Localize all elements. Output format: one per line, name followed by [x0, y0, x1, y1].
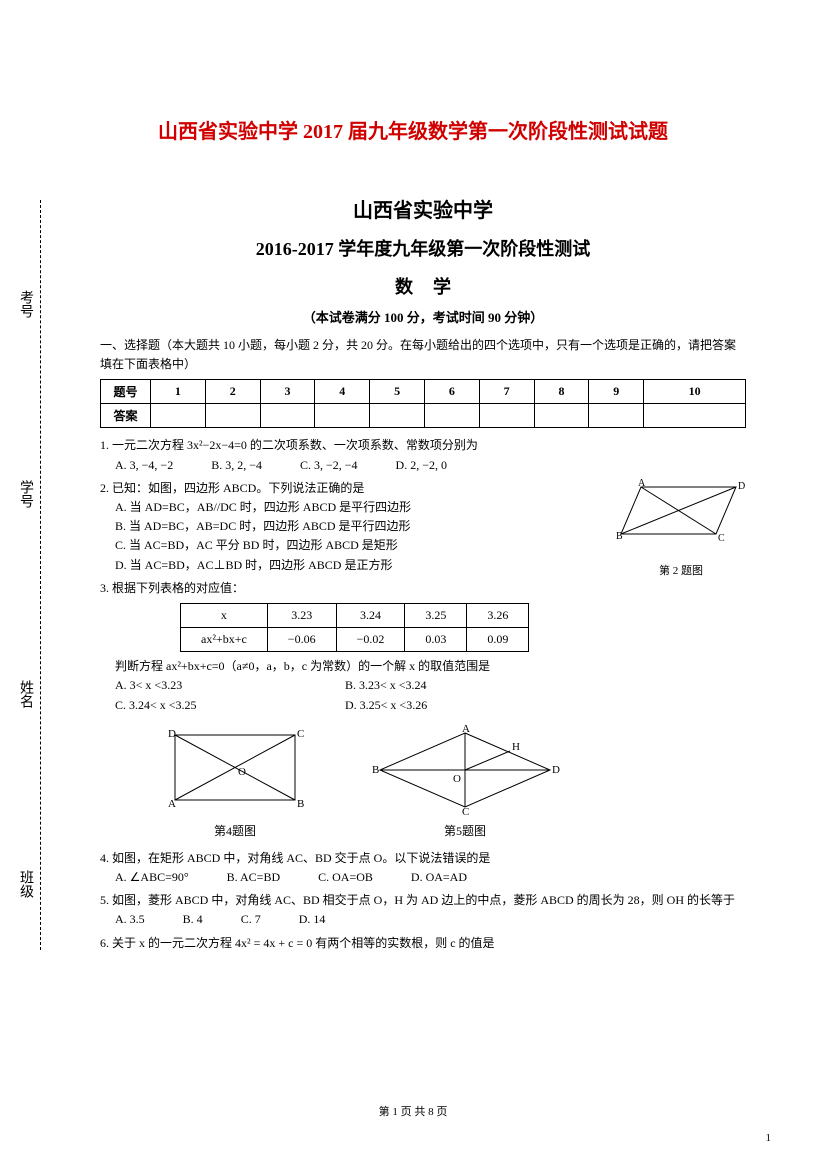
parallelogram-icon: A D B C: [616, 479, 746, 554]
question-options: A. 3, −4, −2 B. 3, 2, −4 C. 3, −2, −4 D.…: [100, 456, 746, 475]
question-5: 5. 如图，菱形 ABCD 中，对角线 AC、BD 相交于点 O，H 为 AD …: [100, 891, 746, 929]
row-label: 答案: [101, 404, 151, 428]
svg-text:B: B: [372, 764, 379, 776]
table-row: 题号 1 2 3 4 5 6 7 8 9 10: [101, 380, 746, 404]
question-text: 6. 关于 x 的一元二次方程 4x² = 4x + c = 0 有两个相等的实…: [100, 934, 746, 953]
svg-text:H: H: [512, 741, 520, 753]
svg-text:O: O: [453, 773, 461, 785]
sidebar-student-id: 学号: [15, 480, 35, 508]
doc-header-title: 山西省实验中学 2017 届九年级数学第一次阶段性测试试题: [50, 115, 776, 144]
question-text: 3. 根据下列表格的对应值：: [100, 579, 746, 598]
q2-figure: A D B C 第 2 题图: [616, 479, 746, 581]
question-options: A. 3< x <3.23 B. 3.23< x <3.24: [100, 676, 746, 695]
figure-label: 第4题图: [160, 822, 310, 839]
sidebar-exam-id: 考号: [15, 290, 35, 318]
binding-sidebar: 考号 学号 姓名 班级: [0, 250, 50, 950]
svg-text:B: B: [616, 531, 623, 542]
school-name: 山西省实验中学: [100, 194, 746, 223]
svg-text:D: D: [552, 764, 560, 776]
exam-content: 山西省实验中学 2016-2017 学年度九年级第一次阶段性测试 数学 （本试卷…: [100, 194, 746, 953]
question-text: 5. 如图，菱形 ABCD 中，对角线 AC、BD 相交于点 O，H 为 AD …: [100, 891, 746, 910]
question-options: A. 3.5 B. 4 C. 7 D. 14: [100, 910, 746, 929]
figure-5: A B D C O H 第5题图: [370, 725, 560, 839]
figure-4: D C A B O 第4题图: [160, 725, 310, 839]
section-1-desc: 一、选择题（本大题共 10 小题，每小题 2 分，共 20 分。在每小题给出的四…: [100, 336, 746, 374]
question-2: 2. 已知：如图，四边形 ABCD。下列说法正确的是 A. 当 AD=BC，AB…: [100, 479, 746, 575]
question-1: 1. 一元二次方程 3x²−2x−4=0 的二次项系数、一次项系数、常数项分别为…: [100, 436, 746, 474]
question-subtext: 判断方程 ax²+bx+c=0（a≠0，a，b，c 为常数）的一个解 x 的取值…: [100, 657, 746, 676]
subject-name: 数学: [100, 273, 746, 299]
rectangle-diagonals-icon: D C A B O: [160, 725, 310, 815]
question-3: 3. 根据下列表格的对应值： x 3.23 3.24 3.25 3.26 ax²…: [100, 579, 746, 715]
rhombus-icon: A B D C O H: [370, 725, 560, 815]
question-6: 6. 关于 x 的一元二次方程 4x² = 4x + c = 0 有两个相等的实…: [100, 934, 746, 953]
svg-text:A: A: [168, 798, 176, 810]
question-text: 4. 如图，在矩形 ABCD 中，对角线 AC、BD 交于点 O。以下说法错误的…: [100, 849, 746, 868]
answer-table: 题号 1 2 3 4 5 6 7 8 9 10 答案: [100, 379, 746, 428]
question-options: A. ∠ABC=90° B. AC=BD C. OA=OB D. OA=AD: [100, 868, 746, 887]
page-number: 1: [766, 1132, 772, 1144]
sidebar-class: 班级: [15, 870, 35, 898]
question-options: C. 3.24< x <3.25 D. 3.25< x <3.26: [100, 696, 746, 715]
question-text: 1. 一元二次方程 3x²−2x−4=0 的二次项系数、一次项系数、常数项分别为: [100, 436, 746, 455]
sidebar-name: 姓名: [15, 680, 35, 708]
question-4: 4. 如图，在矩形 ABCD 中，对角线 AC、BD 交于点 O。以下说法错误的…: [100, 849, 746, 887]
svg-text:B: B: [297, 798, 304, 810]
svg-text:A: A: [462, 725, 470, 735]
figures-row: D C A B O 第4题图 A B D C O H 第5题图: [160, 725, 746, 839]
svg-text:C: C: [718, 533, 725, 544]
exam-info: （本试卷满分 100 分，考试时间 90 分钟）: [100, 307, 746, 326]
table-row: 答案: [101, 404, 746, 428]
svg-text:C: C: [297, 728, 304, 740]
svg-text:A: A: [638, 479, 646, 489]
svg-text:D: D: [168, 728, 176, 740]
exam-title: 2016-2017 学年度九年级第一次阶段性测试: [100, 235, 746, 261]
page-footer: 第 1 页 共 8 页: [0, 1103, 826, 1119]
svg-text:D: D: [738, 481, 745, 492]
row-label: 题号: [101, 380, 151, 404]
figure-label: 第5题图: [370, 822, 560, 839]
svg-text:C: C: [462, 806, 469, 815]
value-table: x 3.23 3.24 3.25 3.26 ax²+bx+c −0.06 −0.…: [180, 603, 529, 652]
svg-text:O: O: [238, 766, 246, 778]
